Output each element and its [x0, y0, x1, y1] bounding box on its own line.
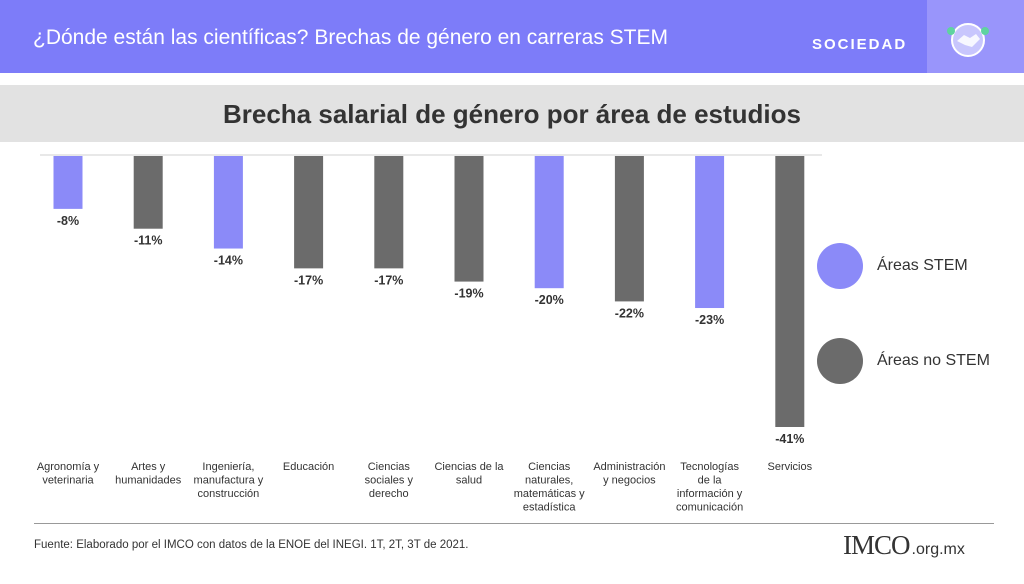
category-label-10: Servicios [767, 461, 812, 473]
brand-domain: .org.mx [911, 541, 965, 558]
category-label-5: Ciencias sociales y derecho [365, 461, 414, 500]
data-label-8: -22% [615, 306, 644, 320]
legend-item-nostem: Áreas no STEM [817, 338, 990, 384]
footer-divider [34, 523, 994, 524]
handshake-icon [947, 23, 989, 57]
data-label-7: -20% [535, 293, 564, 307]
source-note: Fuente: Elaborado por el IMCO con datos … [34, 539, 469, 551]
data-label-10: -41% [775, 432, 804, 446]
header-bar: ¿Dónde están las científicas? Brechas de… [0, 0, 1024, 73]
bar-2 [133, 156, 163, 229]
data-label-3: -14% [214, 254, 243, 268]
page-title: ¿Dónde están las científicas? Brechas de… [33, 26, 668, 49]
category-label-9: Tecnologías de la información y comunicació… [676, 461, 743, 514]
section-logo [927, 0, 1024, 73]
chart-title: Brecha salarial de género por área de es… [222, 99, 801, 129]
brand-logo: IMCO .org.mx [843, 530, 965, 561]
bar-1 [53, 156, 83, 209]
brand-name: IMCO [843, 530, 911, 560]
category-label-4: Educación [283, 461, 334, 473]
bar-4 [294, 156, 324, 269]
legend-swatch-nostem [817, 338, 863, 384]
legend-item-stem: Áreas STEM [817, 243, 968, 289]
bar-5 [374, 156, 404, 269]
bar-3 [213, 156, 243, 249]
data-label-2: -11% [134, 234, 163, 248]
section-label: SOCIEDAD [812, 36, 908, 53]
data-label-4: -17% [294, 273, 323, 287]
data-label-9: -23% [695, 313, 724, 327]
bar-9 [695, 156, 725, 309]
category-label-8: Administración y negocios [593, 461, 665, 487]
chart-title-banner: Brecha salarial de género por área de es… [0, 85, 1024, 142]
data-label-6: -19% [454, 287, 483, 301]
category-label-3: Ingeniería, manufactura y construcción [194, 461, 264, 500]
bar-10 [775, 156, 805, 427]
legend-label-stem: Áreas STEM [877, 257, 968, 274]
bar-8 [614, 156, 644, 302]
category-label-2: Artes y humanidades [115, 461, 182, 487]
category-label-6: Ciencias de la salud [434, 461, 504, 487]
data-label-1: -8% [57, 214, 79, 228]
legend-swatch-stem [817, 243, 863, 289]
data-label-5: -17% [374, 273, 403, 287]
bar-7 [534, 156, 564, 289]
category-label-1: Agronomía y veterinaria [37, 461, 100, 487]
legend-label-nostem: Áreas no STEM [877, 352, 990, 369]
bar-6 [454, 156, 484, 282]
category-label-7: Ciencias naturales, matemáticas y estadísti… [514, 461, 585, 514]
